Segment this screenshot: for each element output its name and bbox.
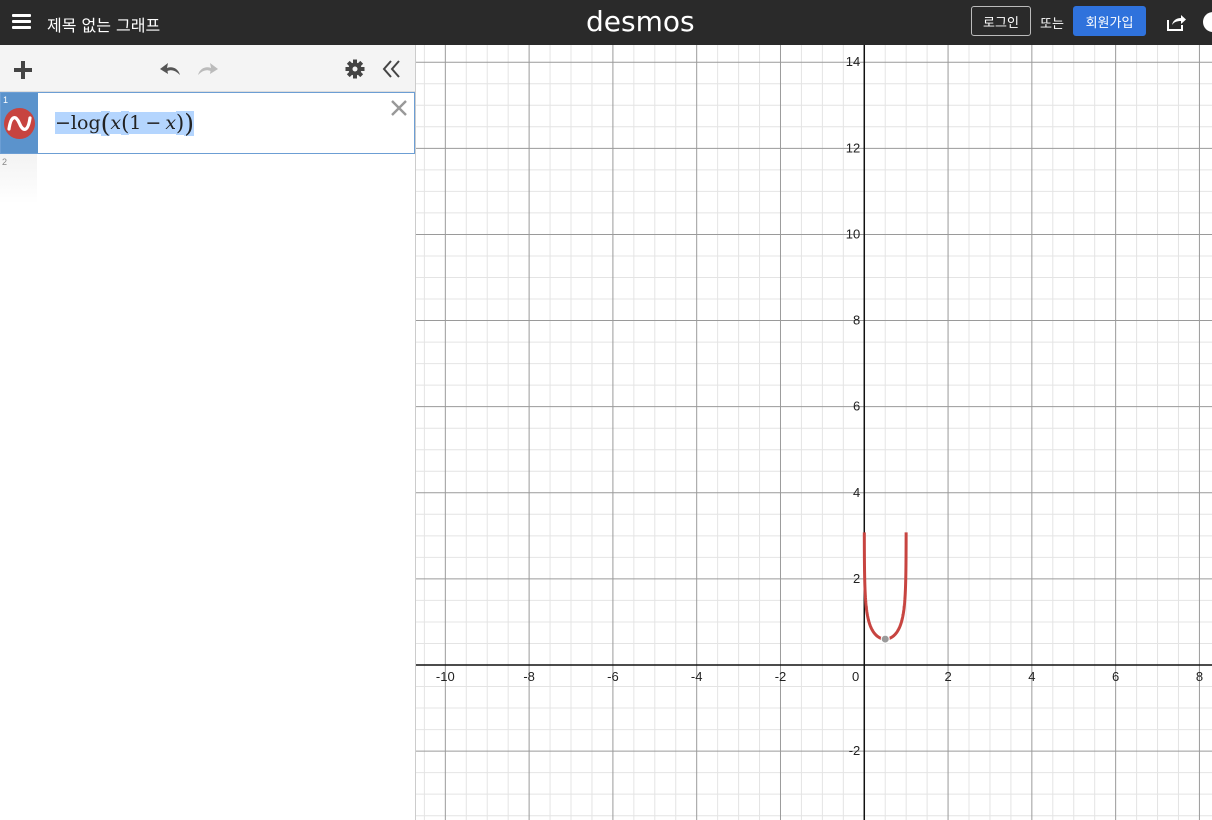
desmos-logo: desmos [586, 5, 695, 38]
x-tick-label: -4 [691, 669, 703, 684]
expression-panel: 1 − log ( x ( 1 − x ) ) 2 [0, 45, 416, 820]
latex-inner-rparen: ) [176, 111, 185, 135]
expression-color-icon[interactable] [4, 108, 35, 139]
expression-row-empty[interactable]: 2 [0, 154, 415, 204]
y-tick-label: 12 [846, 140, 860, 155]
y-tick-label: 14 [846, 54, 860, 69]
plus-icon[interactable] [13, 60, 33, 80]
double-chevron-left-icon[interactable] [381, 59, 403, 79]
expression-row[interactable]: 1 − log ( x ( 1 − x ) ) [0, 92, 415, 154]
expression-tab[interactable]: 1 [1, 93, 38, 153]
y-tick-label: 2 [853, 571, 860, 586]
or-label: 또는 [1040, 17, 1064, 32]
major-grid [416, 45, 1212, 820]
expression-index-empty: 2 [2, 157, 8, 167]
redo-icon[interactable] [194, 59, 220, 79]
x-tick-label: 8 [1196, 669, 1203, 684]
latex-var-x: x [110, 112, 122, 134]
x-tick-label: 6 [1112, 669, 1119, 684]
x-tick-label: -10 [436, 669, 455, 684]
graph-svg[interactable]: -10 -8 -6 -4 -2 2 4 6 8 -2 2 4 6 8 10 12 14 0 [416, 45, 1212, 820]
curves [862, 532, 908, 644]
help-icon[interactable] [1203, 12, 1212, 32]
y-tick-label: 8 [853, 313, 860, 328]
x-tick-label: -6 [607, 669, 619, 684]
origin-label: 0 [852, 669, 859, 684]
latex-var-x2: x [165, 112, 177, 134]
hamburger-menu-icon[interactable] [12, 12, 32, 32]
latex-function: log [70, 112, 101, 134]
y-tick-label: 6 [853, 399, 860, 414]
latex-inner-lparen: ( [121, 111, 130, 135]
y-tick-label: -2 [849, 743, 861, 758]
graph-canvas[interactable]: -10 -8 -6 -4 -2 2 4 6 8 -2 2 4 6 8 10 12 14 0 [416, 45, 1212, 820]
undo-icon[interactable] [158, 59, 184, 79]
tick-labels: -10 -8 -6 -4 -2 2 4 6 8 -2 2 4 6 8 10 12 14 0 [436, 54, 1203, 758]
latex-operator: − [141, 112, 166, 134]
signup-button[interactable]: 회원가입 [1073, 6, 1146, 36]
x-tick-label: 4 [1028, 669, 1035, 684]
expression-toolbar [0, 45, 415, 92]
x-tick-label: 2 [944, 669, 951, 684]
expression-index: 1 [3, 95, 9, 105]
axes [416, 45, 1212, 820]
graph-title[interactable]: 제목 없는 그래프 [47, 16, 161, 35]
expression-input[interactable]: − log ( x ( 1 − x ) ) [55, 109, 194, 137]
minimum-point[interactable] [880, 634, 890, 644]
latex-one: 1 [129, 112, 142, 134]
minor-grid [416, 45, 1212, 820]
latex-minus: − [55, 112, 71, 134]
y-tick-label: 4 [853, 485, 860, 500]
x-tick-label: -2 [775, 669, 787, 684]
share-icon[interactable] [1165, 11, 1187, 33]
delete-expression-icon[interactable] [389, 98, 409, 118]
y-tick-label: 10 [846, 226, 860, 241]
gear-icon[interactable] [345, 59, 365, 79]
wave-icon [7, 116, 32, 131]
expression-tab-empty: 2 [0, 154, 37, 204]
latex-rparen: ) [184, 108, 194, 138]
latex-lparen: ( [100, 108, 111, 138]
x-tick-label: -8 [523, 669, 535, 684]
login-button[interactable]: 로그인 [971, 6, 1031, 36]
top-bar: 제목 없는 그래프 desmos 로그인 또는 회원가입 [0, 0, 1212, 45]
